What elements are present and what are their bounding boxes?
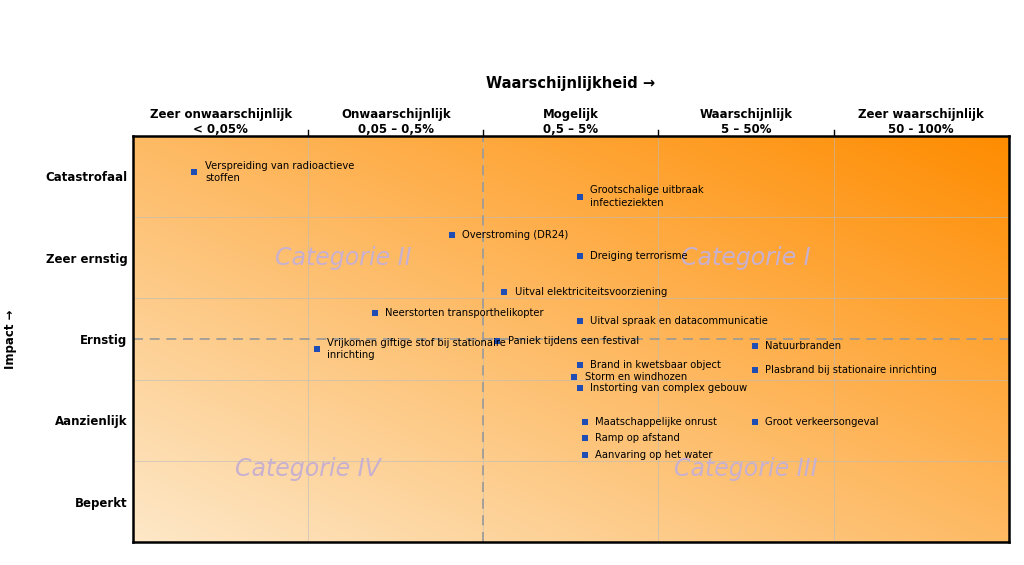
Text: Zeer waarschijnlijk
50 - 100%: Zeer waarschijnlijk 50 - 100% (858, 107, 984, 136)
Text: Overstroming (DR24): Overstroming (DR24) (462, 230, 568, 240)
Text: Paniek tijdens een festival: Paniek tijdens een festival (508, 336, 639, 346)
Text: Ramp op afstand: Ramp op afstand (595, 433, 680, 444)
Text: Uitval spraak en datacommunicatie: Uitval spraak en datacommunicatie (590, 316, 768, 326)
Text: Natuurbranden: Natuurbranden (765, 341, 842, 350)
Text: Grootschalige uitbraak
infectieziekten: Grootschalige uitbraak infectieziekten (590, 185, 703, 208)
Text: Instorting van complex gebouw: Instorting van complex gebouw (590, 383, 748, 393)
Text: Aanvaring op het water: Aanvaring op het water (595, 450, 713, 459)
Text: Brand in kwetsbaar object: Brand in kwetsbaar object (590, 360, 721, 370)
Text: Mogelijk
0,5 – 5%: Mogelijk 0,5 – 5% (543, 107, 599, 136)
Text: Categorie IV: Categorie IV (236, 457, 381, 481)
Text: Onwaarschijnlijk
0,05 – 0,5%: Onwaarschijnlijk 0,05 – 0,5% (341, 107, 451, 136)
Text: Categorie III: Categorie III (674, 457, 818, 481)
Text: Impact →: Impact → (4, 309, 16, 369)
Text: Groot verkeersongeval: Groot verkeersongeval (765, 417, 879, 427)
Text: Waarschijnlijkheid →: Waarschijnlijkheid → (486, 76, 655, 91)
Text: Storm en windhozen: Storm en windhozen (585, 372, 687, 383)
Text: Dreiging terrorisme: Dreiging terrorisme (590, 251, 688, 261)
Text: Zeer onwaarschijnlijk
< 0,05%: Zeer onwaarschijnlijk < 0,05% (150, 107, 292, 136)
Text: Categorie II: Categorie II (274, 246, 412, 270)
Text: Verspreiding van radioactieve
stoffen: Verspreiding van radioactieve stoffen (205, 161, 354, 184)
Text: Uitval elektriciteitsvoorziening: Uitval elektriciteitsvoorziening (515, 287, 668, 297)
Text: Neerstorten transporthelikopter: Neerstorten transporthelikopter (385, 308, 544, 318)
Text: Vrijkomen giftige stof bij stationaire
inrichting: Vrijkomen giftige stof bij stationaire i… (328, 337, 506, 360)
Text: Maatschappelijke onrust: Maatschappelijke onrust (595, 417, 717, 427)
Text: Categorie I: Categorie I (681, 246, 811, 270)
Text: Plasbrand bij stationaire inrichting: Plasbrand bij stationaire inrichting (765, 365, 937, 375)
Text: Waarschijnlijk
5 – 50%: Waarschijnlijk 5 – 50% (699, 107, 793, 136)
